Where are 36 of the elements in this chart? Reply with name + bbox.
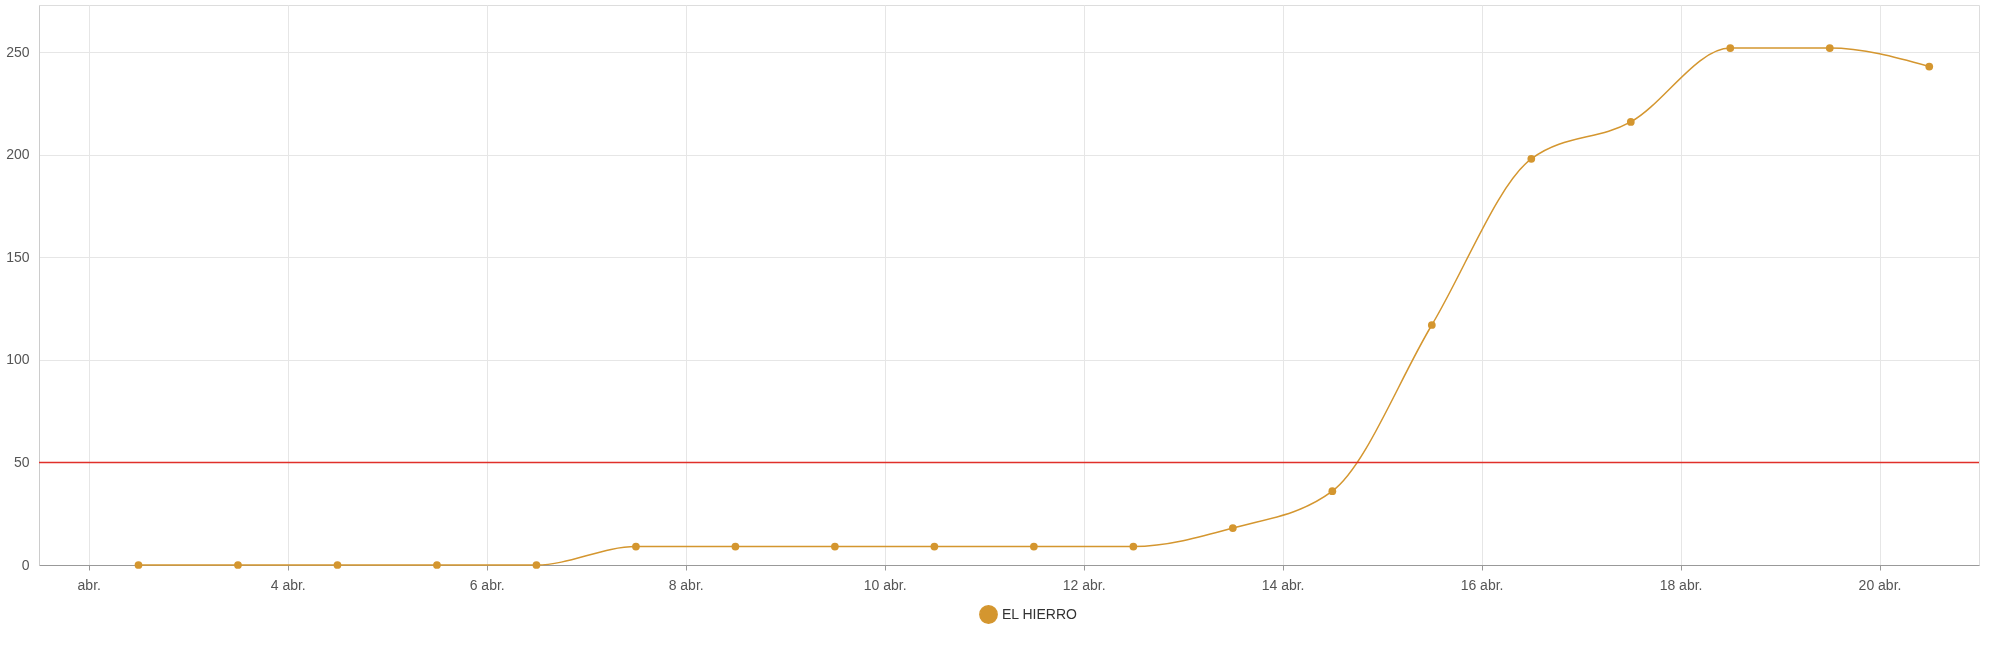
x-tick-label: 16 abr.	[1460, 576, 1504, 593]
y-tick-label: 250	[6, 43, 30, 60]
point	[433, 561, 441, 569]
point	[930, 542, 939, 551]
point	[134, 561, 143, 569]
x-tick-label: abr.	[77, 576, 101, 593]
point	[1129, 542, 1138, 551]
point	[532, 561, 541, 569]
point	[831, 542, 839, 551]
y-tick-label: 200	[6, 146, 30, 163]
x-tick-label: 18 abr.	[1659, 576, 1703, 593]
point	[234, 561, 242, 569]
y-tick-label: 100	[6, 351, 30, 368]
point	[731, 542, 740, 551]
point	[1328, 487, 1337, 496]
y-tick-label: 0	[21, 556, 30, 573]
point	[1030, 542, 1038, 551]
x-tick-label: 20 abr.	[1858, 576, 1902, 593]
x-tick-label: 4 abr.	[270, 576, 306, 593]
point	[1527, 154, 1536, 163]
x-tick-label: 10 abr.	[863, 576, 907, 593]
legend-label: EL HIERRO	[1002, 605, 1078, 622]
point	[1626, 118, 1635, 126]
point	[1427, 321, 1436, 329]
y-tick-label: 150	[6, 248, 30, 265]
point	[1228, 524, 1237, 532]
x-tick-label: 6 abr.	[469, 576, 505, 593]
point	[632, 542, 640, 551]
x-tick-label: 14 abr.	[1261, 576, 1305, 593]
point	[1726, 44, 1735, 52]
y-tick-label: 50	[13, 453, 30, 470]
point	[1825, 44, 1834, 52]
x-tick-label: 8 abr.	[668, 576, 704, 593]
x-tick-label: 12 abr.	[1062, 576, 1106, 593]
point	[333, 561, 342, 569]
point	[1925, 62, 1934, 71]
